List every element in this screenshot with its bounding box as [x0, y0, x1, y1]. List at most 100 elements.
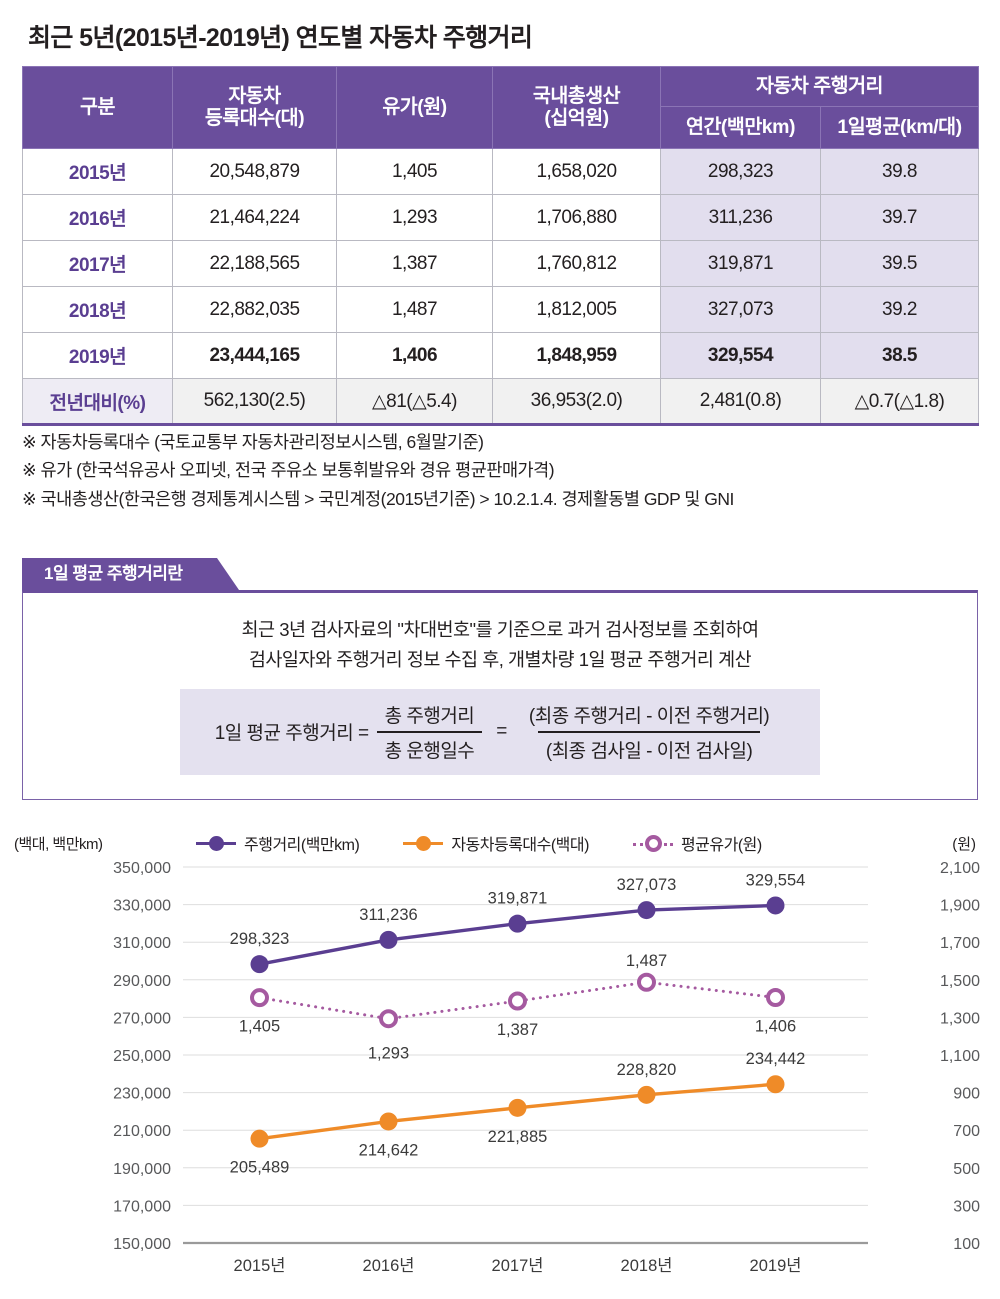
chart-svg: 350,000 330,000 310,000 290,000 270,000 250,0… [113, 860, 980, 1275]
svg-text:228,820: 228,820 [617, 1061, 677, 1079]
legend-marker-mileage [196, 834, 236, 852]
svg-text:350,000: 350,000 [113, 860, 171, 877]
svg-text:311,236: 311,236 [359, 906, 417, 924]
svg-text:290,000: 290,000 [113, 973, 171, 990]
svg-text:1,487: 1,487 [626, 952, 667, 970]
col-header-daily-average: 1일평균(km/대) [820, 106, 979, 149]
svg-text:1,293: 1,293 [368, 1045, 409, 1063]
svg-text:1,500: 1,500 [940, 973, 980, 990]
svg-text:2,100: 2,100 [940, 860, 980, 877]
statistics-table-wrap: 구분 자동차 등록대수(대) 유가(원) 국내총생산 (십억원) 자동차 주행거… [22, 66, 979, 426]
cell-daily-average: 38.5 [820, 332, 979, 379]
legend-marker-fuel-price [632, 834, 673, 852]
cell-registration: 22,188,565 [172, 240, 337, 287]
definition-panel: 1일 평균 주행거리란 최근 3년 검사자료의 "차대번호"를 기준으로 과거 … [22, 558, 978, 800]
cell-annual-mileage: 319,871 [660, 240, 821, 287]
table-head: 구분 자동차 등록대수(대) 유가(원) 국내총생산 (십억원) 자동차 주행거… [22, 66, 979, 149]
col-header-group-mileage: 자동차 주행거리 [660, 66, 979, 107]
definition-body: 최근 3년 검사자료의 "차대번호"를 기준으로 과거 검사정보를 조회하여 검… [22, 590, 978, 800]
cell-yoy-label: 전년대비(%) [22, 378, 173, 426]
svg-text:170,000: 170,000 [113, 1198, 171, 1215]
svg-text:700: 700 [953, 1123, 980, 1140]
cell-annual-mileage: 327,073 [660, 286, 821, 333]
cell-gdp: 1,760,812 [492, 240, 661, 287]
cell-year: 2018년 [22, 286, 173, 333]
footnote-registration-source: ※ 자동차등록대수 (국토교통부 자동차관리정보시스템, 6월말기준) [22, 432, 484, 452]
formula-equals-sign: = [496, 720, 507, 742]
svg-text:150,000: 150,000 [113, 1236, 171, 1253]
cell-gdp: 1,848,959 [492, 332, 661, 379]
cell-annual-mileage: 298,323 [660, 148, 821, 195]
legend-label-mileage: 주행거리(백만km) [244, 837, 360, 854]
svg-text:1,100: 1,100 [940, 1048, 980, 1065]
table-body: 2015년 20,548,879 1,405 1,658,020 298,323… [22, 148, 979, 426]
formula-fraction-2-numerator: (최종 주행거리 - 이전 주행거리) [528, 705, 770, 727]
chart-x-tick-labels: 2015년 2016년 2017년 2018년 2019년 [234, 1256, 802, 1275]
cell-year: 2015년 [22, 148, 173, 195]
svg-text:330,000: 330,000 [113, 898, 171, 915]
right-axis-unit-label: (원) [952, 836, 976, 853]
formula-lhs: 1일 평균 주행거리 = [214, 723, 369, 745]
svg-text:205,489: 205,489 [230, 1159, 290, 1177]
svg-text:1,406: 1,406 [755, 1017, 796, 1035]
svg-text:100: 100 [953, 1236, 980, 1253]
cell-gdp: 1,706,880 [492, 194, 661, 241]
cell-gdp: 1,812,005 [492, 286, 661, 333]
cell-yoy-daily-average: △0.7(△1.8) [820, 378, 979, 426]
cell-year: 2016년 [22, 194, 173, 241]
col-header-fuel-price: 유가(원) [336, 66, 493, 149]
svg-text:329,554: 329,554 [746, 871, 806, 889]
svg-text:1,900: 1,900 [940, 898, 980, 915]
series-line-registration [250, 1075, 785, 1148]
cell-registration: 23,444,165 [172, 332, 337, 379]
svg-text:214,642: 214,642 [359, 1141, 419, 1159]
definition-tab-label: 1일 평균 주행거리란 [22, 558, 239, 590]
table-row: 2015년 20,548,879 1,405 1,658,020 298,323… [22, 148, 979, 195]
svg-text:221,885: 221,885 [488, 1128, 548, 1146]
definition-line-1: 최근 3년 검사자료의 "차대번호"를 기준으로 과거 검사정보를 조회하여 [241, 619, 759, 640]
table-header-row-2: 연간(백만km) 1일평균(km/대) [23, 106, 979, 149]
line-chart: (백대, 백만km) (원) 주행거리(백만km) 자동차등록대수(백대) 평균… [0, 815, 1000, 1299]
svg-text:327,073: 327,073 [617, 876, 677, 894]
legend-item-registration[interactable]: 자동차등록대수(백대) [403, 831, 589, 855]
formula-fraction-1: 총 주행거리 총 운행일수 [376, 701, 483, 763]
cell-year: 2017년 [22, 240, 173, 287]
cell-fuel-price: 1,406 [336, 332, 493, 379]
formula-box: 1일 평균 주행거리 = 총 주행거리 총 운행일수 = (최종 주행거리 - … [180, 688, 820, 775]
legend-item-mileage[interactable]: 주행거리(백만km) [196, 831, 360, 855]
cell-yoy-gdp: 36,953(2.0) [492, 378, 661, 426]
svg-text:298,323: 298,323 [230, 930, 290, 948]
legend-marker-registration [403, 834, 444, 852]
left-axis-unit-label: (백대, 백만km) [14, 836, 103, 853]
col-header-registration: 자동차 등록대수(대) [172, 66, 337, 149]
svg-text:500: 500 [953, 1161, 980, 1178]
chart-left-tick-labels: 350,000 330,000 310,000 290,000 270,000 250,0… [113, 860, 171, 1253]
footnotes: ※ 자동차등록대수 (국토교통부 자동차관리정보시스템, 6월말기준) ※ 유가… [22, 428, 982, 513]
cell-daily-average: 39.2 [820, 286, 979, 333]
cell-annual-mileage: 329,554 [660, 332, 821, 379]
cell-fuel-price: 1,387 [336, 240, 493, 287]
footnote-gdp-source: ※ 국내총생산(한국은행 경제통계시스템 > 국민계정(2015년기준) > 1… [22, 488, 734, 509]
col-header-registration-line1: 자동차 [228, 84, 281, 107]
formula-fraction-2-denominator: (최종 검사일 - 이전 검사일) [537, 730, 761, 763]
cell-yoy-fuel-price: △81(△5.4) [336, 378, 493, 426]
cell-registration: 21,464,224 [172, 194, 337, 241]
formula-fraction-1-numerator: 총 주행거리 [384, 705, 475, 727]
svg-text:1,387: 1,387 [497, 1021, 538, 1039]
col-header-gdp-line1: 국내총생산 [532, 84, 621, 107]
cell-yoy-annual-mileage: 2,481(0.8) [660, 378, 821, 426]
formula-fraction-2: (최종 주행거리 - 이전 주행거리) (최종 검사일 - 이전 검사일) [521, 701, 777, 763]
table-row-year-over-year: 전년대비(%) 562,130(2.5) △81(△5.4) 36,953(2.… [22, 378, 979, 426]
svg-text:900: 900 [953, 1086, 980, 1103]
cell-gdp: 1,658,020 [492, 148, 661, 195]
svg-text:270,000: 270,000 [113, 1010, 171, 1027]
svg-text:234,442: 234,442 [746, 1050, 806, 1068]
legend-item-fuel-price[interactable]: 평균유가(원) [632, 831, 762, 855]
table-row: 2019년 23,444,165 1,406 1,848,959 329,554… [22, 332, 979, 379]
svg-text:1,700: 1,700 [940, 935, 980, 952]
page-title: 최근 5년(2015년-2019년) 연도별 자동차 주행거리 [28, 24, 533, 52]
series-line-fuel-price [250, 972, 785, 1029]
svg-text:250,000: 250,000 [113, 1048, 171, 1065]
series-line-mileage [250, 896, 785, 974]
cell-daily-average: 39.8 [820, 148, 979, 195]
